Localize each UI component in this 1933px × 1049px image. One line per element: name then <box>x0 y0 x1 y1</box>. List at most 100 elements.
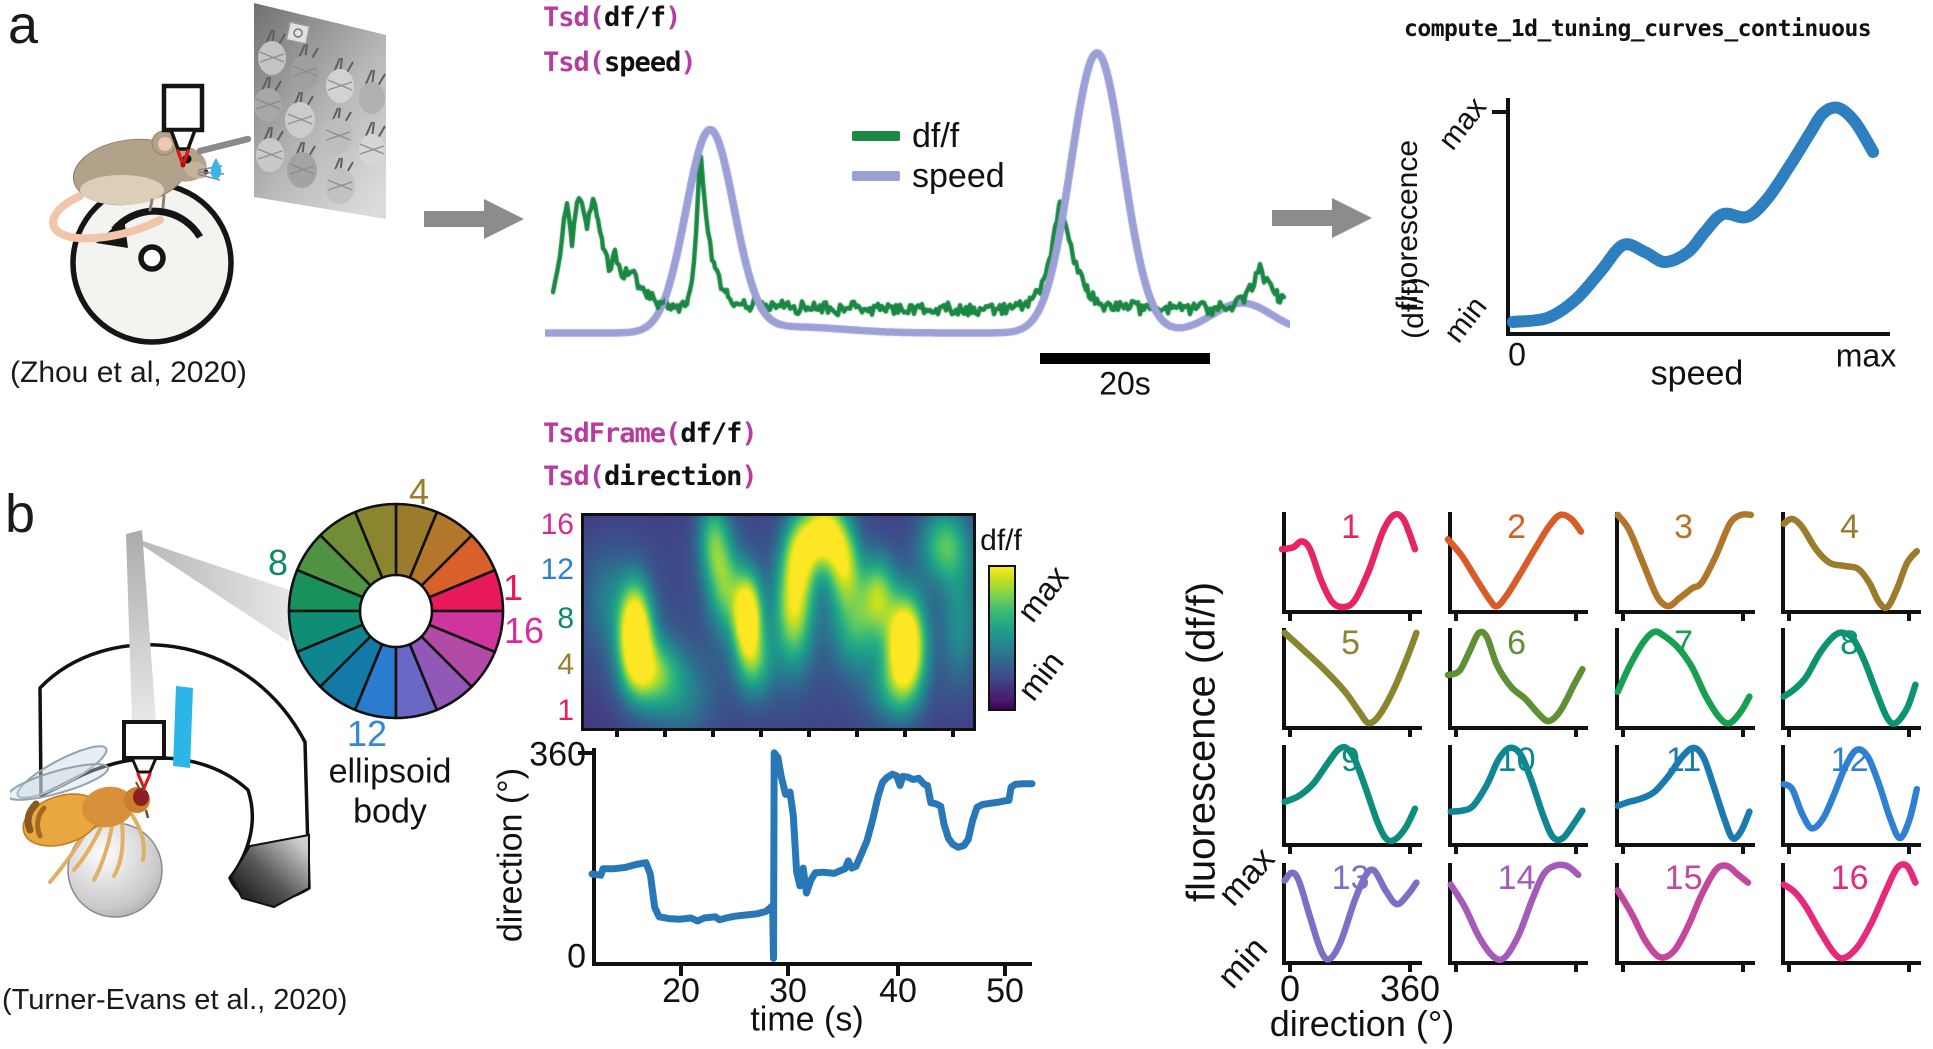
grid-ylabel: fluorescence (df/f) <box>1179 581 1224 903</box>
cell-xtick <box>1408 613 1412 621</box>
fly-eye <box>133 788 149 806</box>
direction-ymax-label: 360 <box>529 735 586 774</box>
cell-y-spine <box>1448 512 1452 614</box>
cell-xtick <box>1454 729 1458 737</box>
cell-xtick <box>1454 846 1458 854</box>
cell-xtick <box>1288 613 1292 621</box>
direction-y-spine <box>592 748 596 966</box>
panel-b-letter: b <box>5 484 36 544</box>
legend-item-speed: speed <box>852 156 1005 196</box>
cell-xtick <box>1621 846 1625 854</box>
arena-cylinder <box>38 643 311 909</box>
cell-x-spine <box>1448 843 1588 847</box>
cell-number-13: 13 <box>1331 859 1370 897</box>
wheel-label-16: 16 <box>503 610 545 651</box>
cell-x-spine <box>1448 961 1588 965</box>
code-token: ) <box>665 2 681 33</box>
code-token: TsdFrame <box>543 418 666 449</box>
grid-xlabel: direction (°) <box>1269 1003 1455 1044</box>
direction-x-spine <box>592 962 1032 966</box>
cell-number-9: 9 <box>1341 741 1361 779</box>
tuning-cell-4: 4 <box>1780 508 1921 621</box>
direction-ymin-label: 0 <box>567 937 586 976</box>
tuning-cell-10: 10 <box>1447 741 1588 854</box>
speed-tuning-curve <box>1506 101 1880 328</box>
direction-xtick-label-40: 40 <box>879 972 917 1010</box>
cell-xtick <box>1907 613 1911 621</box>
cell-x-spine <box>1615 961 1755 965</box>
tuning-curve-15 <box>1614 862 1752 961</box>
heatmap-ytick-16: 16 <box>540 508 574 541</box>
zoom-beam-to-wheel <box>128 536 289 642</box>
cell-number-11: 11 <box>1665 741 1702 779</box>
flow-arrow-icon <box>1272 198 1372 238</box>
wheel-caption-line2: body <box>353 792 427 831</box>
grid-x360-label: 360 <box>1379 968 1441 1009</box>
imaging-beam <box>126 530 156 722</box>
direction-xtick-label-50: 50 <box>986 972 1024 1010</box>
cell-x-spine <box>1282 843 1422 847</box>
cell-number-12: 12 <box>1830 741 1869 779</box>
heatmap-xtick <box>614 728 619 737</box>
mouse-icon <box>49 130 225 243</box>
cell-xtick <box>1787 846 1791 854</box>
cell-xtick <box>1907 846 1911 854</box>
cell-xtick <box>1408 964 1412 972</box>
code-token: ) <box>741 461 757 492</box>
tuning-curve-16 <box>1780 861 1919 962</box>
tuning-curve-5 <box>1281 629 1420 727</box>
cell-x-spine <box>1615 610 1755 614</box>
cell-xtick <box>1454 964 1458 972</box>
cell-x-spine <box>1781 843 1921 847</box>
panel-a-letter: a <box>8 0 39 55</box>
cell-number-14: 14 <box>1497 859 1536 897</box>
code-token: df/f <box>604 2 666 33</box>
colorbar-title: df/f <box>980 524 1022 557</box>
speed-legend-label: speed <box>912 156 1005 195</box>
heatmap-xtick <box>854 728 859 737</box>
cell-xtick <box>1288 846 1292 854</box>
tuning-ymax-tick <box>1492 110 1506 114</box>
cell-number-6: 6 <box>1507 624 1527 662</box>
tuning-x-spine <box>1506 332 1890 336</box>
cell-xtick <box>1574 964 1578 972</box>
scalebar-label: 20s <box>1099 365 1151 402</box>
cell-y-spine <box>1615 512 1619 614</box>
cell-xtick <box>1288 729 1292 737</box>
cell-y-spine <box>1282 628 1286 730</box>
tuning-cell-12: 12 <box>1780 741 1921 854</box>
heatmap-xtick <box>950 728 955 737</box>
tuning-curve-3 <box>1614 511 1755 610</box>
direction-xtick <box>896 966 900 976</box>
cell-x-spine <box>1282 610 1422 614</box>
wheel-label-12: 12 <box>346 713 388 754</box>
cell-xtick <box>1574 729 1578 737</box>
cell-xtick <box>1574 846 1578 854</box>
cell-x-spine <box>1781 961 1921 965</box>
function-title: compute_1d_tuning_curves_continuous <box>1404 16 1872 42</box>
tuning-cell-6: 6 <box>1444 624 1588 737</box>
cell-y-spine <box>1448 628 1452 730</box>
cell-number-5: 5 <box>1341 624 1361 662</box>
cell-number-7: 7 <box>1674 624 1694 662</box>
cell-number-8: 8 <box>1840 624 1860 662</box>
legend-item-dff: df/f <box>852 116 1005 156</box>
tuning-curve-11 <box>1614 744 1753 842</box>
cell-y-spine <box>1615 745 1619 847</box>
citation-zhou: (Zhou et al, 2020) <box>10 356 247 389</box>
tuning-xmax-label: max <box>1835 337 1897 374</box>
direction-xtick <box>1003 966 1007 976</box>
tuning-curve-2 <box>1444 511 1585 610</box>
code-token: df/f <box>680 418 742 449</box>
tuning-xlabel: speed <box>1650 354 1744 393</box>
tuning-cell-14: 14 <box>1447 859 1588 972</box>
code-token: ) <box>741 418 757 449</box>
heatmap-ytick-1: 1 <box>557 694 574 727</box>
cell-number-10: 10 <box>1497 741 1536 779</box>
direction-xtick-label-20: 20 <box>662 972 700 1010</box>
cell-xtick <box>1907 729 1911 737</box>
tuning-y-spine <box>1506 98 1510 336</box>
cell-xtick <box>1621 729 1625 737</box>
code-label-tsd-dff: Tsd(df/f) <box>543 2 681 33</box>
dff-legend-swatch <box>852 131 900 141</box>
